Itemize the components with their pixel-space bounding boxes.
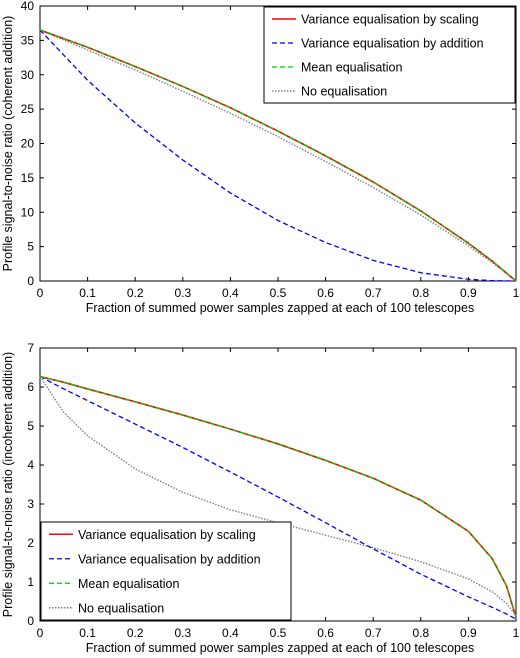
x-tick-label: 0.7 — [365, 286, 382, 300]
series-line-4 — [39, 376, 517, 616]
x-tick-label: 0.3 — [174, 626, 191, 640]
y-tick-label: 7 — [27, 341, 34, 355]
y-tick-label: 5 — [27, 419, 34, 433]
y-tick-label: 3 — [27, 497, 34, 511]
y-tick-label: 25 — [21, 102, 35, 116]
y-tick-label: 0 — [27, 614, 34, 628]
y-tick-label: 4 — [27, 458, 34, 472]
x-tick-label: 0.7 — [365, 626, 382, 640]
y-axis-label: Profile signal-to-noise ratio (coherent … — [1, 16, 15, 272]
legend-entry-3: Mean equalisation — [301, 61, 403, 75]
y-tick-label: 2 — [27, 536, 34, 550]
x-tick-label: 0.5 — [270, 626, 287, 640]
x-tick-label: 0 — [37, 286, 44, 300]
x-tick-label: 0.9 — [460, 286, 477, 300]
legend-entry-3: Mean equalisation — [78, 577, 180, 591]
y-tick-label: 20 — [21, 137, 35, 151]
legend-entry-2: Variance equalisation by addition — [301, 37, 484, 51]
y-tick-label: 1 — [27, 575, 34, 589]
x-tick-label: 0.6 — [317, 626, 334, 640]
y-tick-label: 0 — [27, 274, 34, 288]
x-axis-label: Fraction of summed power samples zapped … — [86, 301, 474, 315]
legend: Variance equalisation by scaling Variance… — [40, 521, 292, 621]
legend-entry-2: Variance equalisation by addition — [78, 552, 261, 566]
x-tick-label: 1 — [513, 626, 520, 640]
series-line-3 — [39, 375, 517, 618]
legend: Variance equalisation by scaling Variance… — [263, 6, 516, 104]
x-tick-label: 0.6 — [317, 286, 334, 300]
x-tick-label: 0.8 — [412, 286, 429, 300]
x-tick-label: 1 — [513, 286, 520, 300]
x-tick-label: 0 — [37, 626, 44, 640]
y-tick-label: 15 — [21, 171, 35, 185]
x-tick-label: 0.4 — [222, 626, 239, 640]
legend-box — [263, 6, 516, 104]
series-line-2 — [39, 29, 517, 282]
x-tick-label: 0.3 — [174, 286, 191, 300]
legend-entry-1: Variance equalisation by scaling — [301, 13, 479, 27]
series-line-3 — [39, 29, 517, 282]
y-tick-label: 30 — [21, 68, 35, 82]
x-tick-label: 0.9 — [460, 626, 477, 640]
legend-entry-4: No equalisation — [78, 601, 164, 615]
x-tick-label: 0.5 — [270, 286, 287, 300]
x-tick-label: 0.1 — [79, 286, 96, 300]
x-tick-label: 0.8 — [412, 626, 429, 640]
legend-box — [40, 521, 292, 621]
x-tick-label: 0.4 — [222, 286, 239, 300]
x-axis-label: Fraction of summed power samples zapped … — [86, 641, 474, 655]
y-tick-label: 6 — [27, 380, 34, 394]
x-tick-label: 0.2 — [127, 286, 144, 300]
legend-entry-1: Variance equalisation by scaling — [78, 528, 256, 542]
chart-panel-2: 0 0.1 0.2 0.3 0.4 0.5 0.6 0.7 0.8 0.9 1 0 1 2 3 4 5 6 7 Fra… — [1, 341, 520, 655]
legend-entry-4: No equalisation — [301, 85, 387, 99]
x-tick-label: 0.1 — [79, 626, 96, 640]
y-tick-label: 35 — [21, 33, 35, 47]
chart-panel-1: 0 0.1 0.2 0.3 0.4 0.5 0.6 0.7 0.8 0.9 105101520253… — [1, 0, 520, 315]
y-axis-label: Profile signal-to-noise ratio (incoheren… — [1, 352, 15, 617]
y-tick-label: 40 — [21, 0, 35, 13]
y-tick-label: 10 — [21, 205, 35, 219]
x-tick-label: 0.2 — [127, 626, 144, 640]
y-tick-label: 5 — [27, 240, 34, 254]
